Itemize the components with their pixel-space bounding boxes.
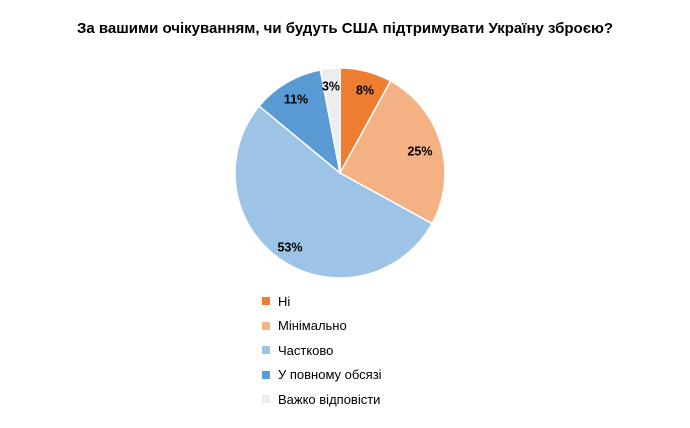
- legend-label: Мінімально: [278, 318, 347, 334]
- pie-slice-3: [234, 105, 434, 279]
- pie-slice-2: [338, 79, 446, 225]
- slice-label-1: 8%: [356, 83, 374, 97]
- slice-label-3: 53%: [277, 240, 302, 254]
- slice-label-4: 11%: [284, 92, 308, 106]
- legend-swatch: [262, 395, 270, 404]
- legend-swatch: [262, 370, 270, 379]
- pie-slice-5: [319, 67, 341, 174]
- legend-label: Важко відповісти: [278, 391, 381, 407]
- legend-item-3: Частково: [262, 338, 382, 363]
- legend-label: У повному обсязі: [278, 367, 382, 383]
- legend-item-4: У повному обсязі: [262, 363, 382, 388]
- legend-item-5: Важко відповісти: [262, 387, 382, 412]
- legend-swatch: [262, 321, 270, 330]
- legend-item-1: Ні: [262, 289, 382, 314]
- pie-slice-4: [258, 68, 342, 175]
- chart-title: За вашими очікуванням, чи будуть США під…: [77, 20, 613, 37]
- legend-label: Частково: [278, 342, 334, 358]
- legend-item-2: Мінімально: [262, 314, 382, 339]
- legend-swatch: [262, 346, 270, 355]
- legend-label: Ні: [278, 293, 291, 309]
- legend: Ні Мінімально Частково У повному обсязі Важк…: [262, 289, 382, 412]
- slice-label-2: 25%: [407, 144, 432, 158]
- slice-label-5: 3%: [322, 79, 340, 93]
- legend-swatch: [262, 297, 270, 306]
